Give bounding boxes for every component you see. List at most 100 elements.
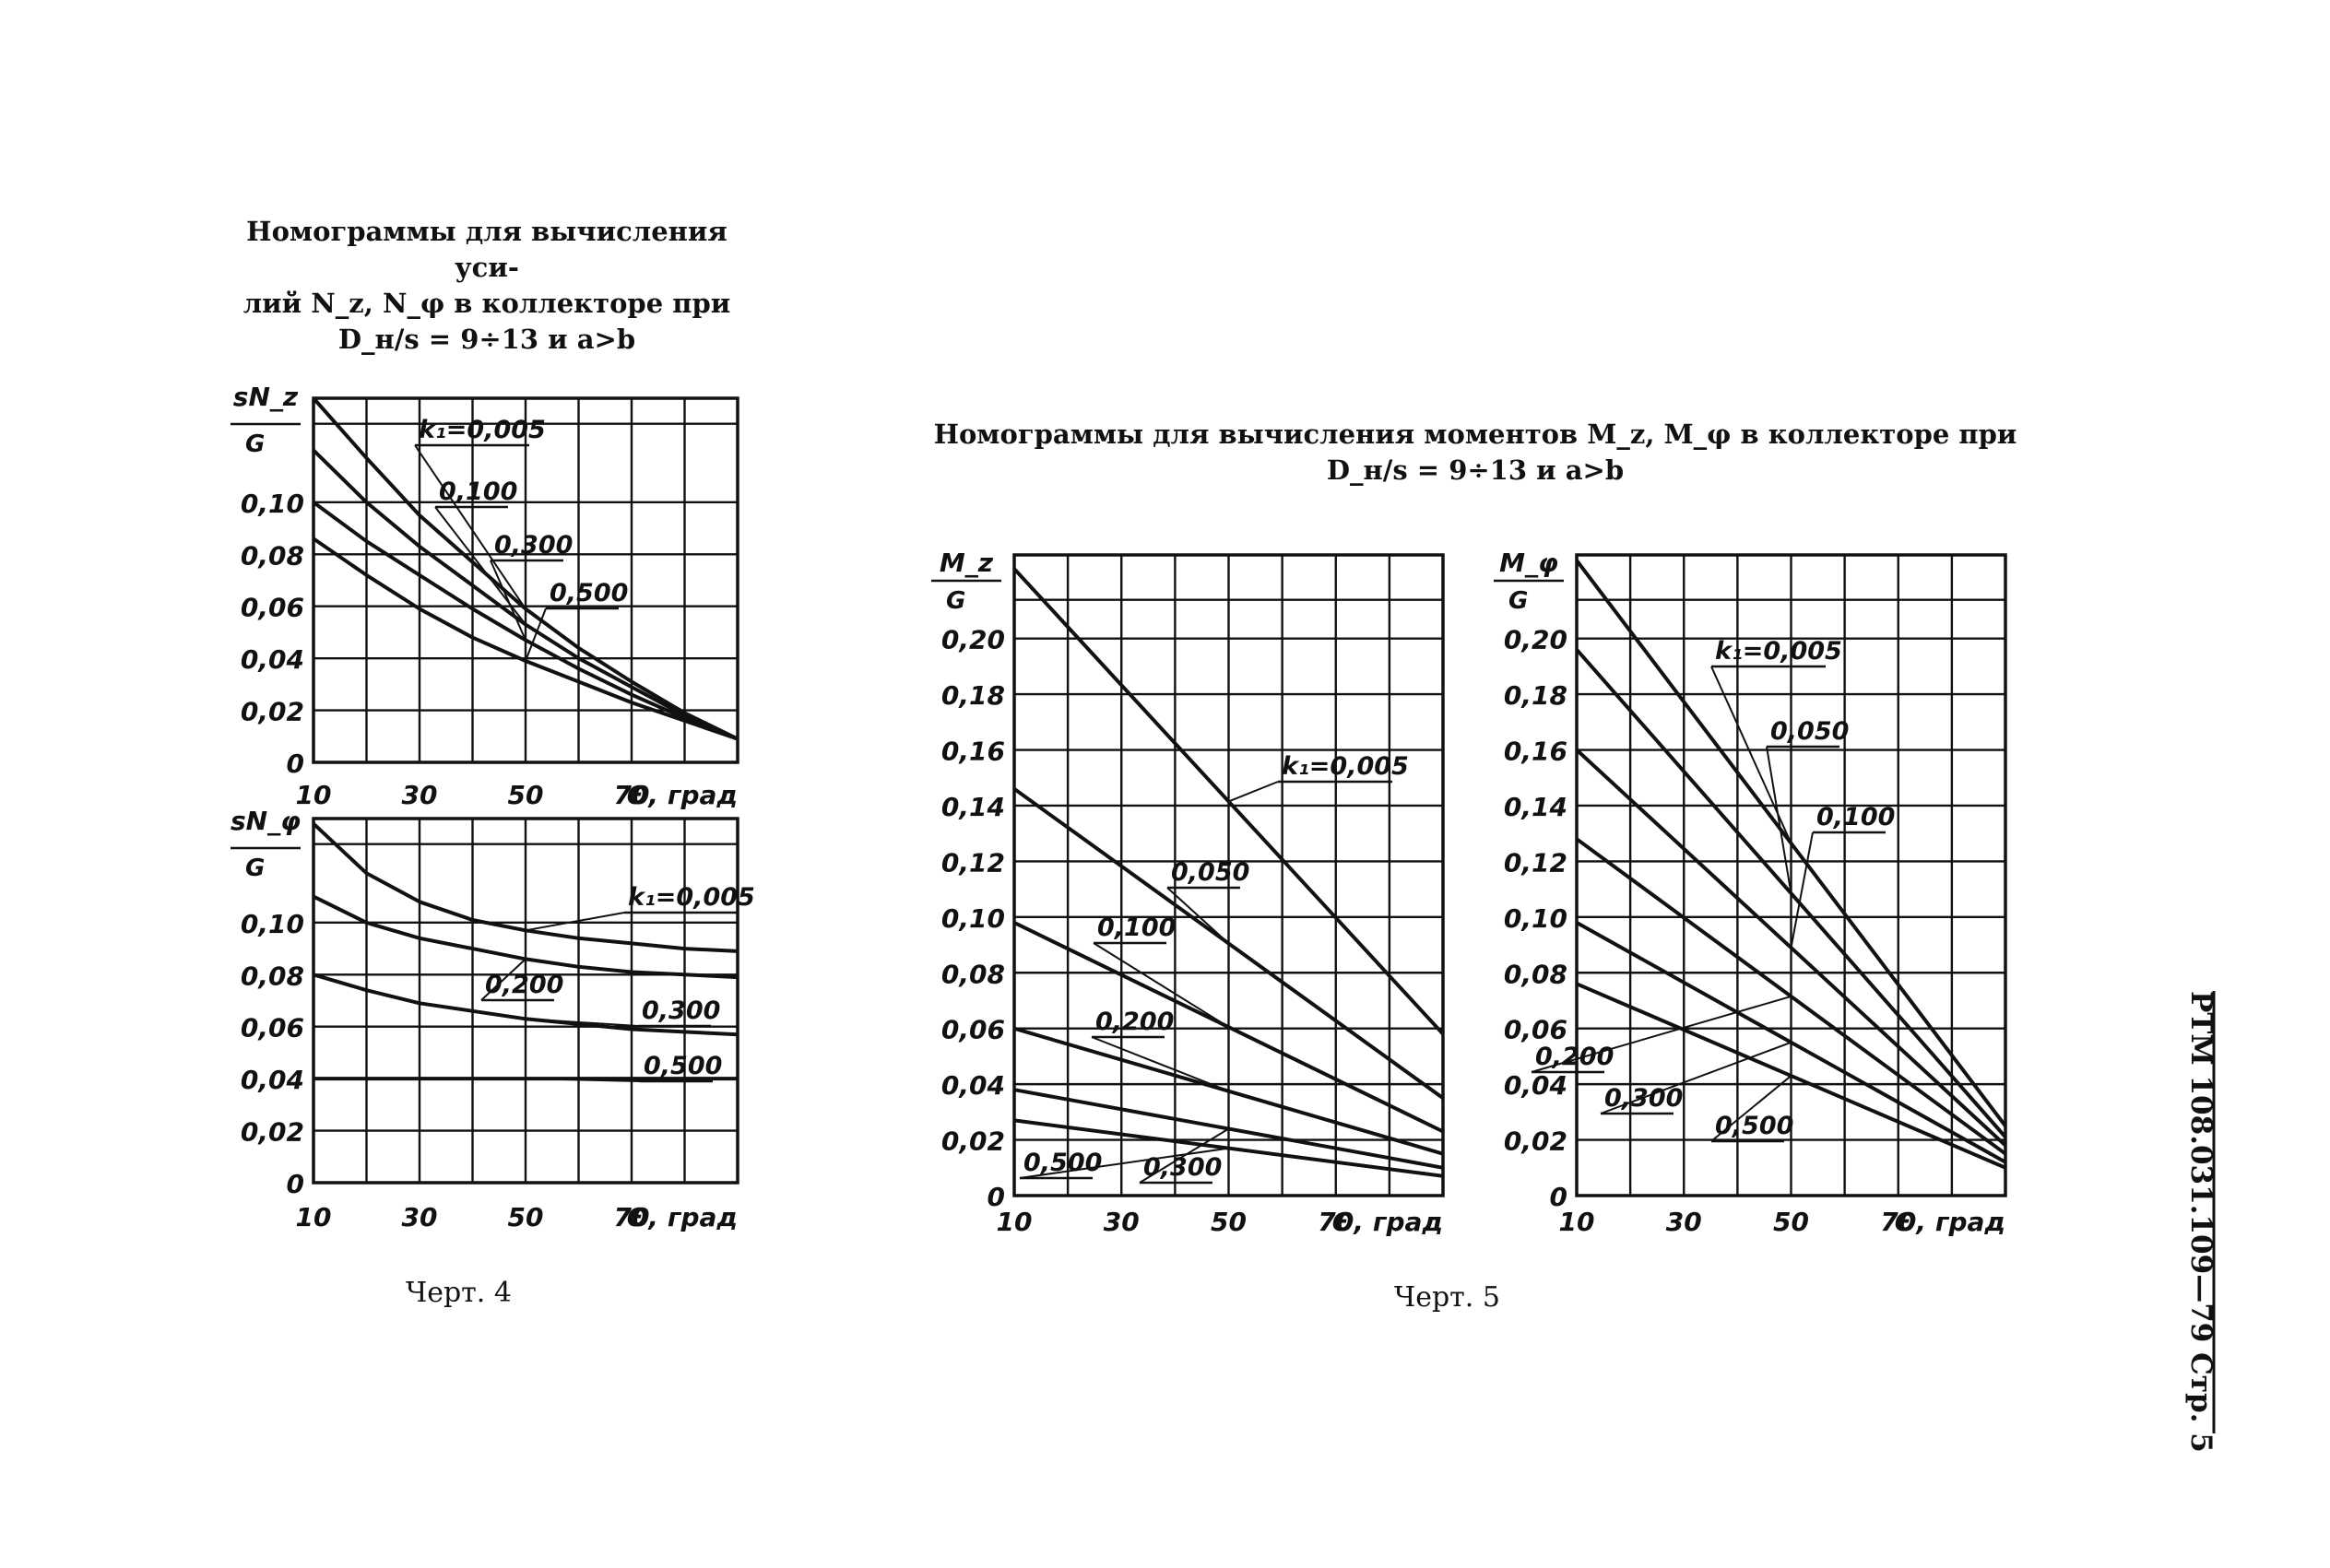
nphi-y-tick-label: 0,02 xyxy=(241,1117,304,1148)
mz-series-leader-5 xyxy=(1019,1147,1229,1179)
nz-y-tick-label: 0,04 xyxy=(241,644,304,675)
mphi-x-tick-label: 10 xyxy=(1559,1207,1595,1237)
mz-y-tick-label: 0,12 xyxy=(941,847,1005,878)
nz-y-tick-label: 0,08 xyxy=(241,540,304,571)
nphi-y-tick-label: 0,06 xyxy=(241,1013,304,1043)
mphi-series-label-2: 0,100 xyxy=(1816,803,1895,831)
nphi-x-tick-label: 10 xyxy=(296,1202,332,1232)
nz-x-tick-label: 50 xyxy=(508,780,544,810)
mphi-y-tick-label: 0,20 xyxy=(1504,625,1567,655)
mphi-y-tick-label: 0,08 xyxy=(1504,959,1567,989)
nz-x-axis-label: Θ, град xyxy=(627,780,738,810)
mz-series-leader-1 xyxy=(1166,887,1230,945)
mphi-series-leader-1 xyxy=(1766,746,1792,894)
nphi-y-axis-label-den: G xyxy=(245,855,265,882)
mz-y-tick-label: 0,20 xyxy=(941,625,1005,655)
mz-x-tick-label: 50 xyxy=(1211,1207,1247,1237)
mphi-y-tick-label: 0 xyxy=(1550,1182,1567,1212)
nphi-series-leader-0 xyxy=(525,912,625,932)
mphi-series-line-4 xyxy=(1576,921,2006,1164)
mphi-y-tick-label: 0,06 xyxy=(1504,1015,1567,1045)
nz-y-tick-label: 0,02 xyxy=(241,697,304,727)
nz-series-line-3 xyxy=(312,536,739,741)
mz-series-label-2: 0,100 xyxy=(1097,914,1176,942)
mz-x-tick-label: 30 xyxy=(1104,1207,1140,1237)
nz-x-tick-label: 10 xyxy=(296,780,332,810)
nphi-x-axis-label: Θ, град xyxy=(627,1202,738,1232)
chart5-title-line1: Номограммы для вычисления моментов M_z, … xyxy=(933,419,2017,450)
mz-y-tick-label: 0,10 xyxy=(941,903,1005,934)
mz-y-tick-label: 0,16 xyxy=(941,737,1005,767)
nz-y-tick-label: 0,06 xyxy=(241,593,304,623)
nz-series-line-2 xyxy=(312,501,739,741)
mphi-y-tick-label: 0,18 xyxy=(1504,680,1567,711)
mz-series-label-1: 0,050 xyxy=(1171,858,1249,887)
chart-mphi: 0 0,02 0,04 0,06 0,08 0,10 0,12 0,14 0,16 0,18 0,2… xyxy=(1494,548,2007,1237)
nphi-x-tick-label: 50 xyxy=(508,1202,544,1232)
mz-series-leader-2 xyxy=(1093,942,1230,1029)
chart-mz: 0 0,02 0,04 0,06 0,08 0,10 0,12 0,14 0,16 0,18 0,2… xyxy=(931,548,1445,1237)
nz-series-label-2: 0,300 xyxy=(494,531,573,560)
nphi-series-label-3: 0,500 xyxy=(644,1052,722,1080)
mz-y-tick-label: 0,02 xyxy=(941,1126,1005,1157)
mphi-series-label-0: k₁=0,005 xyxy=(1715,637,1842,666)
mphi-y-tick-label: 0,14 xyxy=(1504,792,1567,822)
chart4-title-line3: D_н/s = 9÷13 и a>b xyxy=(337,324,636,356)
mphi-y-tick-label: 0,10 xyxy=(1504,903,1567,934)
nz-y-axis-label-den: G xyxy=(245,430,265,458)
mz-series-leader-0 xyxy=(1228,781,1279,803)
chart5-title: Номограммы для вычисления моментов M_z, … xyxy=(908,417,2042,489)
chart4-caption: Черт. 4 xyxy=(406,1277,512,1309)
mz-series-label-3: 0,200 xyxy=(1095,1008,1174,1036)
nphi-y-axis-label-num: sN_φ xyxy=(231,806,301,836)
mphi-series-leader-4 xyxy=(1600,1041,1792,1114)
side-stamp-text: РТМ 108.031.109—79 Стр. 5 xyxy=(2184,991,2218,1453)
mphi-x-axis-label: Θ, град xyxy=(1895,1207,2005,1237)
mphi-y-tick-label: 0,16 xyxy=(1504,737,1567,767)
nphi-series-label-0: k₁=0,005 xyxy=(628,883,755,912)
nz-x-tick-label: 70 xyxy=(614,780,650,810)
nphi-series-leader-1 xyxy=(480,958,526,1001)
mz-series-line-3 xyxy=(1013,1026,1444,1156)
nz-series-label-3: 0,500 xyxy=(550,579,628,607)
mz-series-leader-3 xyxy=(1091,1036,1229,1092)
mphi-x-tick-label: 70 xyxy=(1880,1207,1916,1237)
nphi-y-tick-label: 0,08 xyxy=(241,961,304,991)
mphi-series-leader-3 xyxy=(1531,995,1792,1073)
mz-plot-frame xyxy=(1012,553,1445,1197)
mz-x-tick-label: 70 xyxy=(1318,1207,1354,1237)
mphi-series-label-1: 0,050 xyxy=(1770,717,1849,746)
chart4-title-line2: лий N_z, N_φ в коллекторе при xyxy=(242,288,731,320)
mz-series-line-2 xyxy=(1013,921,1444,1134)
mz-series-leader-4 xyxy=(1139,1127,1230,1184)
chart-nz: 0 0,02 0,04 0,06 0,08 0,10 10 30 50 70Θ, град sN_z… xyxy=(231,382,739,810)
mphi-series-label-5: 0,500 xyxy=(1715,1112,1793,1140)
nphi-y-tick-label: 0,10 xyxy=(241,909,304,939)
chart5-title-line2: D_н/s = 9÷13 и a>b xyxy=(1326,454,1625,487)
nz-series-leader-3 xyxy=(525,607,547,662)
nz-series-leader-2 xyxy=(490,560,526,641)
mphi-x-tick-label: 30 xyxy=(1666,1207,1702,1237)
mz-y-axis-label-den: G xyxy=(946,587,965,615)
chart-nphi: 0 0,02 0,04 0,06 0,08 0,10 10 30 50 70Θ, град sN_φ… xyxy=(231,806,755,1232)
mphi-y-axis-label-num: M_φ xyxy=(1499,548,1558,578)
mz-y-tick-label: 0,04 xyxy=(941,1070,1005,1101)
nphi-series-leader-2 xyxy=(525,1018,639,1027)
nz-series-label-0: k₁=0,005 xyxy=(419,416,546,444)
mz-y-tick-label: 0,14 xyxy=(941,792,1005,822)
nphi-plot-frame xyxy=(312,817,739,1185)
mz-y-tick-label: 0,18 xyxy=(941,680,1005,711)
mphi-y-axis-label-den: G xyxy=(1508,587,1528,615)
mz-series-label-0: k₁=0,005 xyxy=(1282,752,1409,781)
chart5-caption: Черт. 5 xyxy=(1394,1281,1500,1314)
chart4-title-line1: Номограммы для вычисления уси- xyxy=(246,216,727,284)
nz-plot-frame xyxy=(312,396,739,764)
mz-x-tick-label: 10 xyxy=(997,1207,1033,1237)
mphi-y-tick-label: 0,04 xyxy=(1504,1070,1567,1101)
nphi-y-tick-label: 0 xyxy=(287,1169,304,1199)
nphi-y-tick-label: 0,04 xyxy=(241,1065,304,1095)
nz-series-line-1 xyxy=(312,448,739,741)
nz-y-axis-label-num: sN_z xyxy=(233,382,299,412)
mphi-y-tick-label: 0,12 xyxy=(1504,847,1567,878)
mphi-series-line-5 xyxy=(1576,982,2006,1170)
